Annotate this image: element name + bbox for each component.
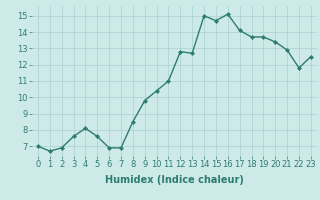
X-axis label: Humidex (Indice chaleur): Humidex (Indice chaleur) bbox=[105, 175, 244, 185]
